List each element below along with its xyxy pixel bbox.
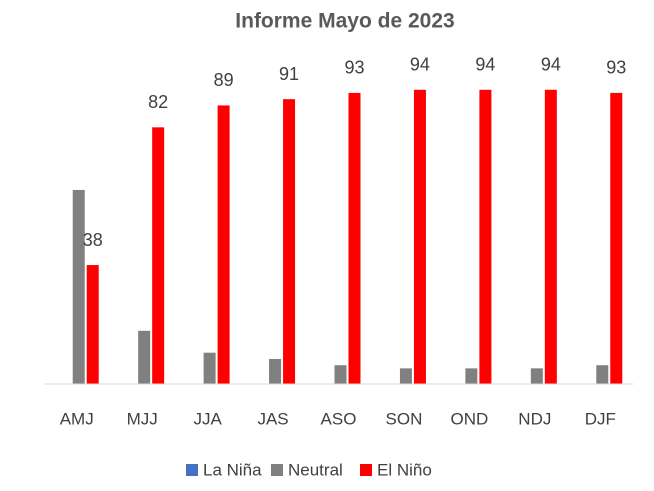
- x-tick-label: ASO: [321, 409, 357, 428]
- bar: [479, 89, 492, 384]
- x-tick-label: OND: [450, 409, 488, 428]
- x-tick-label: NDJ: [518, 409, 551, 428]
- data-label: 89: [214, 70, 234, 90]
- bar: [203, 352, 216, 384]
- data-label: 93: [344, 58, 364, 78]
- x-tick-label: MJJ: [127, 409, 158, 428]
- bar: [72, 189, 85, 384]
- bar: [348, 92, 361, 384]
- bar: [544, 89, 557, 384]
- bar: [152, 127, 165, 384]
- data-label: 91: [279, 64, 299, 84]
- data-label: 38: [83, 230, 103, 250]
- data-label: 94: [475, 55, 495, 75]
- bar: [530, 368, 543, 384]
- legend-label: El Niño: [377, 460, 432, 479]
- x-tick-label: DJF: [585, 409, 616, 428]
- bar: [86, 265, 99, 384]
- bar: [465, 368, 478, 384]
- data-label: 93: [606, 58, 626, 78]
- legend-swatch: [186, 464, 198, 476]
- legend-swatch: [271, 464, 283, 476]
- bar: [217, 105, 230, 385]
- legend-swatch: [360, 464, 372, 476]
- bar: [334, 365, 347, 384]
- x-tick-label: SON: [386, 409, 423, 428]
- data-label: 82: [148, 92, 168, 112]
- bar: [283, 99, 296, 385]
- bar: [399, 368, 412, 384]
- bar: [269, 358, 282, 384]
- legend-label: Neutral: [288, 460, 343, 479]
- bar: [138, 330, 151, 384]
- x-tick-label: AMJ: [60, 409, 94, 428]
- bar: [596, 365, 609, 384]
- x-tick-label: JJA: [193, 409, 222, 428]
- bar: [413, 89, 426, 384]
- bar: [610, 92, 623, 384]
- x-tick-label: JAS: [257, 409, 288, 428]
- legend-label: La Niña: [203, 460, 262, 479]
- data-label: 94: [541, 55, 561, 75]
- data-label: 94: [410, 55, 430, 75]
- chart-title: Informe Mayo de 2023: [235, 10, 454, 33]
